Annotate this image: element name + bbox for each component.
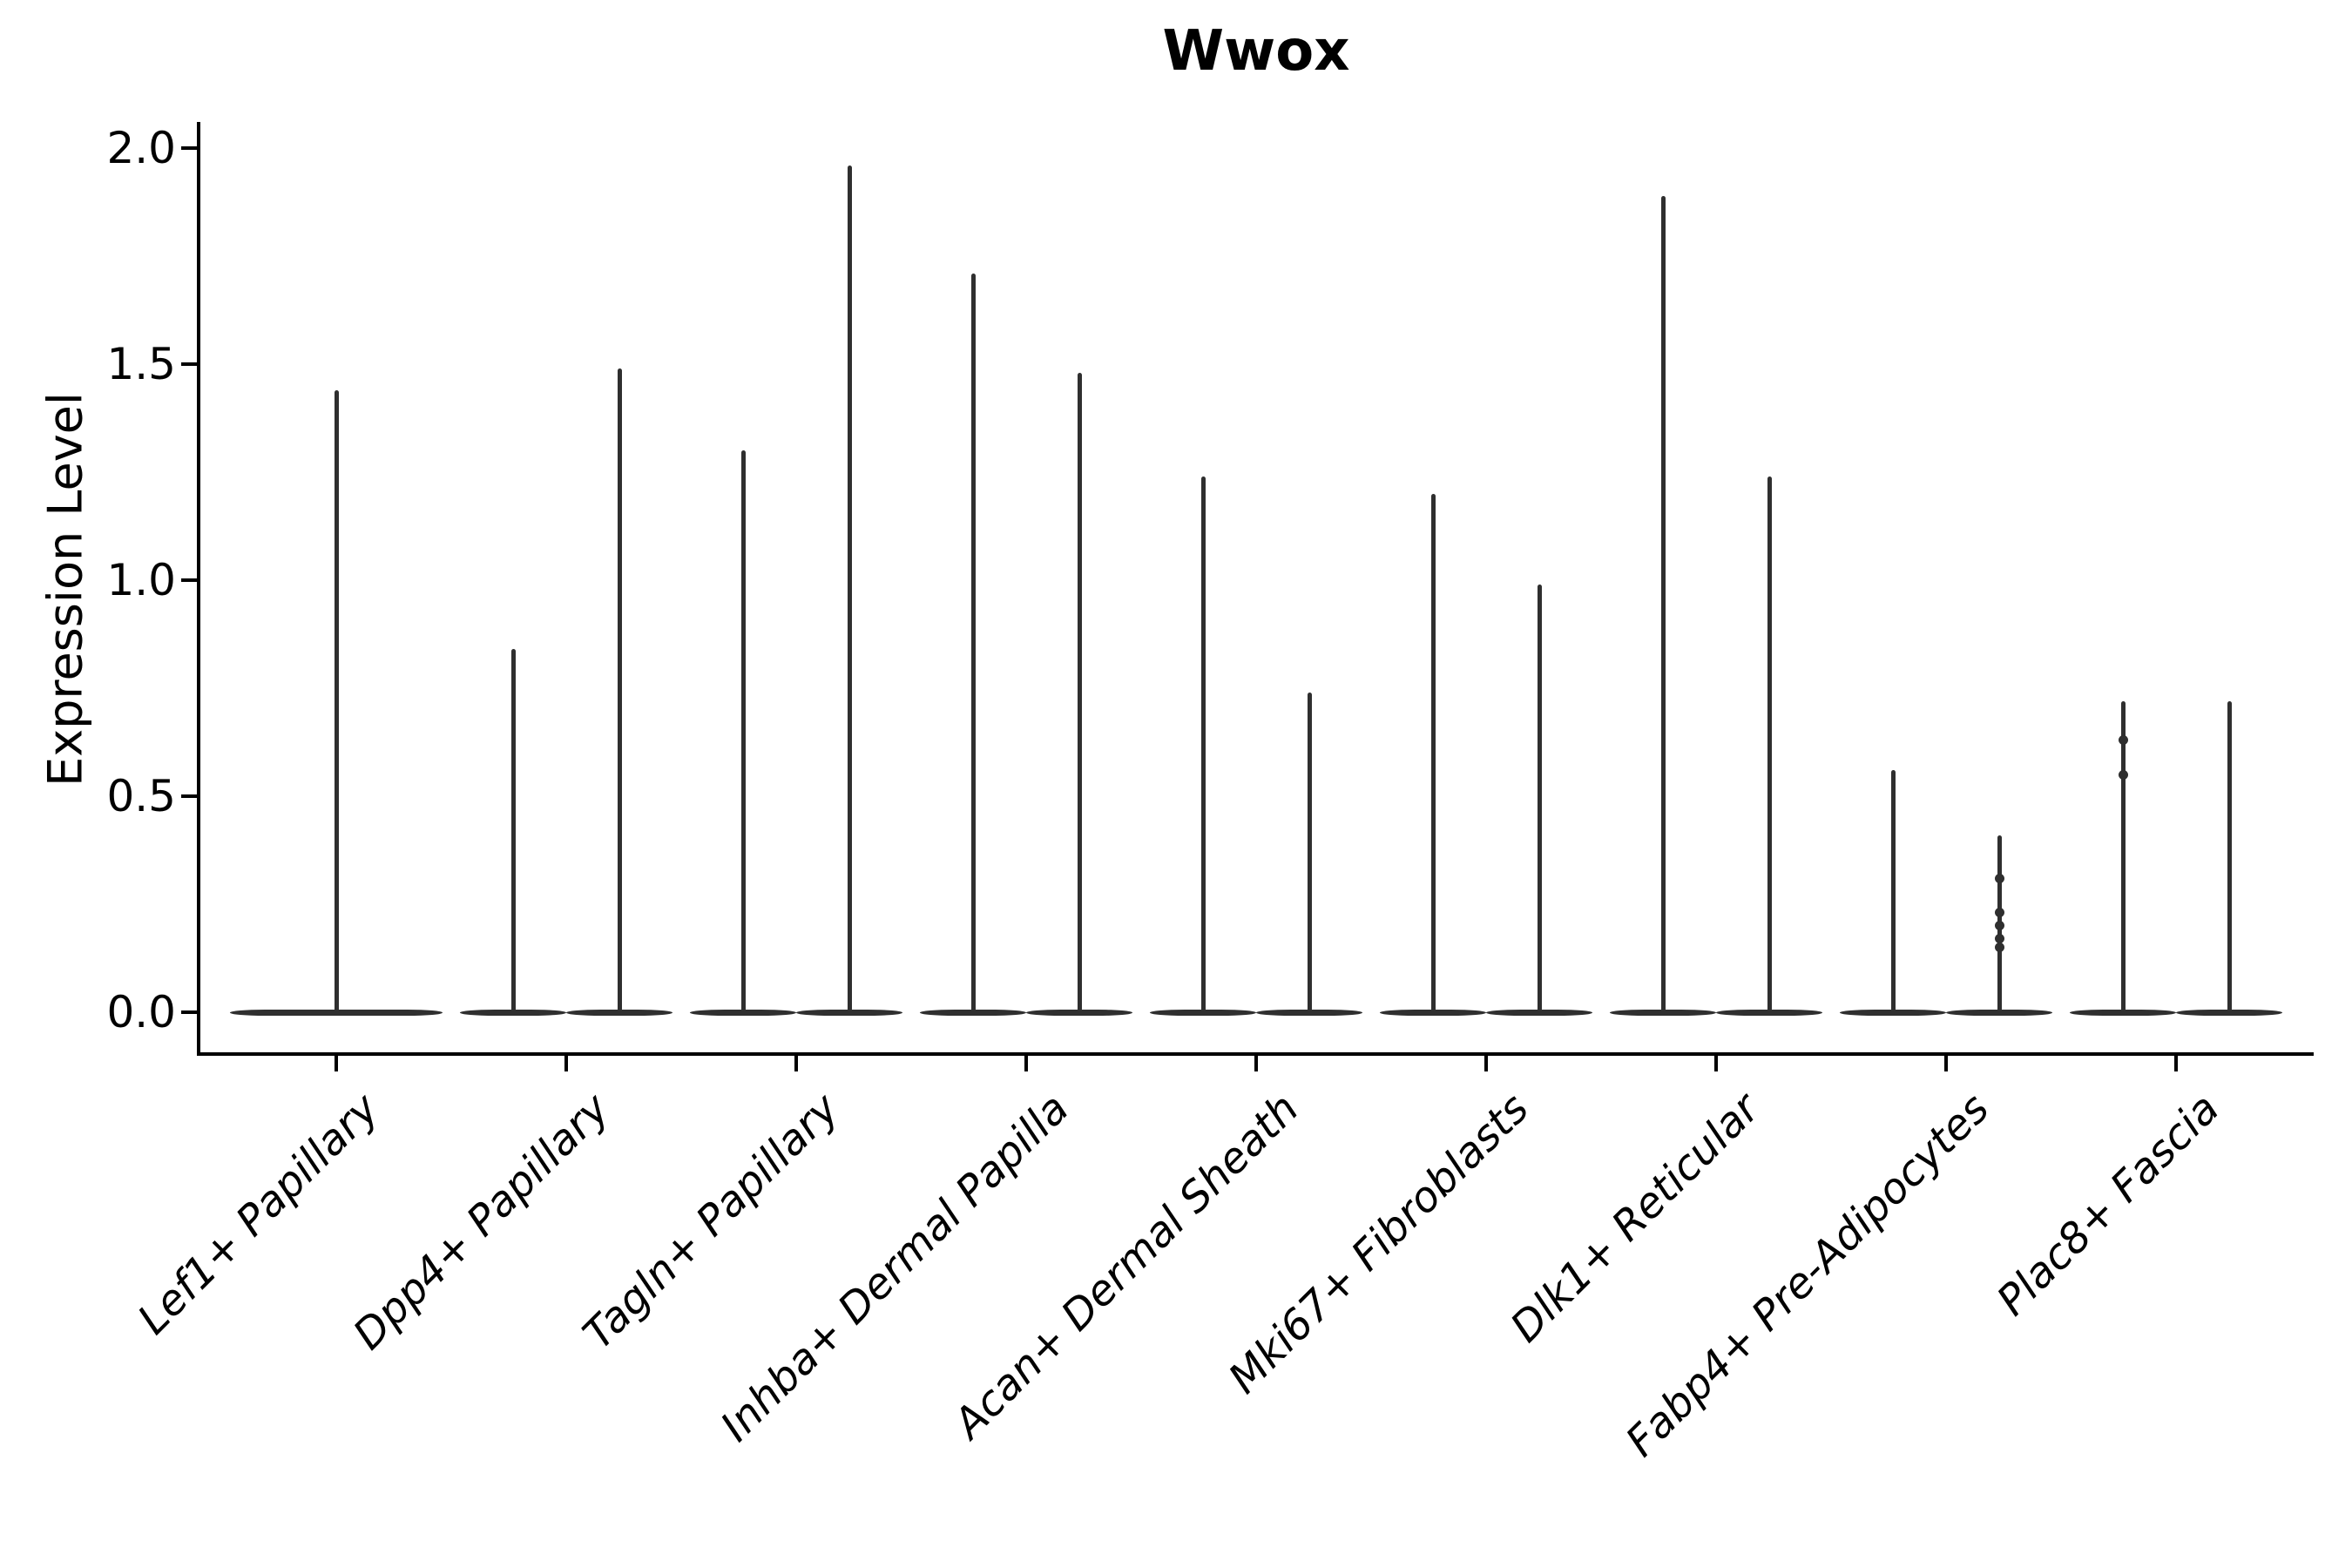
violin-spike	[510, 649, 516, 1014]
y-axis-tick-label: 1.0	[106, 555, 176, 605]
x-axis-tick	[1944, 1056, 1948, 1071]
x-axis-spine	[197, 1052, 2314, 1056]
x-axis-tick	[564, 1056, 568, 1071]
violin-spike	[1767, 476, 1772, 1014]
y-axis-tick	[181, 362, 197, 366]
violin-spike	[970, 273, 976, 1014]
x-axis-category-label: Plac8+ Fascia	[1987, 1084, 2229, 1326]
violin-point	[2118, 735, 2128, 746]
violin-point	[2118, 769, 2128, 780]
y-axis-tick-label: 1.5	[106, 339, 176, 389]
x-axis-tick	[335, 1056, 338, 1071]
x-axis-category-label: Dlk1+ Reticular	[1500, 1084, 1769, 1352]
violin-spike	[1537, 584, 1542, 1014]
y-axis-tick-label: 0.5	[106, 771, 176, 821]
violin-spike	[740, 450, 746, 1014]
violin-point	[1994, 921, 2004, 931]
y-axis-tick	[181, 1010, 197, 1014]
y-axis-tick-label: 2.0	[106, 123, 176, 173]
x-axis-tick	[2174, 1056, 2178, 1071]
x-axis-category-label: Dpp4+ Papillary	[343, 1084, 619, 1360]
x-axis-category-label: Tagln+ Papillary	[573, 1084, 849, 1359]
chart-title: Wwox	[1162, 19, 1350, 84]
violin-spike	[847, 165, 852, 1014]
y-axis-spine	[197, 122, 200, 1056]
violin-point	[1994, 943, 2004, 953]
x-axis-category-label: Lef1+ Papillary	[129, 1084, 389, 1344]
x-axis-tick	[1484, 1056, 1488, 1071]
violin-spike	[617, 368, 622, 1014]
y-axis-tick	[181, 146, 197, 150]
violin-spike	[1077, 372, 1082, 1014]
violin-spike	[1307, 692, 1312, 1014]
violin-spike	[2120, 700, 2126, 1014]
x-axis-tick	[1254, 1056, 1258, 1071]
violin-point	[1994, 934, 2004, 944]
x-axis-tick	[794, 1056, 798, 1071]
violin-point	[1994, 873, 2004, 883]
x-axis-tick	[1024, 1056, 1028, 1071]
violin-point	[1994, 908, 2004, 918]
violin-spike	[1660, 195, 1666, 1014]
y-axis-tick	[181, 578, 197, 582]
violin-spike	[1890, 770, 1896, 1014]
y-axis-tick-label: 0.0	[106, 987, 176, 1037]
violin-spike	[334, 389, 339, 1014]
violin-spike	[2227, 700, 2232, 1014]
y-axis-tick	[181, 794, 197, 798]
x-axis-tick	[1714, 1056, 1718, 1071]
violin-spike	[1200, 476, 1206, 1014]
violin-spike	[1430, 493, 1436, 1014]
